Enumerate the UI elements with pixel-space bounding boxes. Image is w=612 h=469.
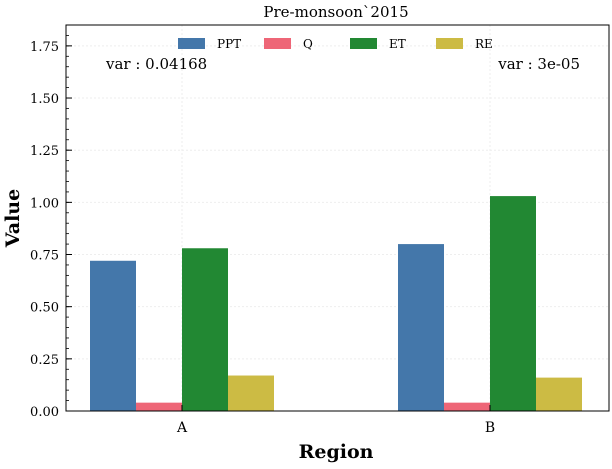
- legend-label-q: Q: [303, 37, 313, 51]
- y-tick-label-7: 1.75: [30, 40, 59, 55]
- x-axis-label: Region: [299, 441, 374, 463]
- y-axis: 0.00 0.25 0.50 0.75 1.00 1.25 1.50 1.75: [30, 24, 72, 420]
- y-tick-label-1: 0.25: [30, 353, 59, 368]
- y-tick-label-6: 1.50: [30, 92, 59, 107]
- bar-re-b: [536, 377, 582, 411]
- bar-ppt-a: [90, 260, 136, 411]
- bar-ppt-b: [398, 244, 444, 411]
- y-tick-label-3: 0.75: [30, 249, 59, 264]
- plot-frame: [65, 24, 610, 412]
- legend: PPT Q ET RE: [178, 37, 493, 51]
- y-tick-label-0: 0.00: [30, 405, 59, 420]
- annotation-variance-a: var : 0.04168: [105, 55, 207, 73]
- legend-swatch-re: [436, 38, 463, 49]
- legend-label-ppt: PPT: [217, 37, 241, 51]
- legend-label-et: ET: [389, 37, 406, 51]
- legend-swatch-et: [350, 38, 377, 49]
- bar-q-b: [444, 402, 490, 411]
- x-tick-label-b: B: [485, 420, 495, 436]
- y-tick-label-2: 0.50: [30, 301, 59, 316]
- bar-et-b: [490, 196, 536, 411]
- legend-label-re: RE: [475, 37, 493, 51]
- x-tick-label-a: A: [176, 420, 188, 436]
- y-axis-label: Value: [2, 189, 24, 248]
- chart-title: Pre-monsoon`2015: [263, 3, 408, 21]
- y-tick-label-4: 1.00: [30, 196, 59, 211]
- bar-re-a: [228, 375, 274, 411]
- bar-q-a: [136, 402, 182, 411]
- annotation-variance-b: var : 3e-05: [497, 55, 580, 73]
- bar-et-a: [182, 248, 228, 411]
- bars: [90, 196, 582, 411]
- y-tick-label-5: 1.25: [30, 144, 59, 159]
- legend-swatch-q: [264, 38, 291, 49]
- legend-swatch-ppt: [178, 38, 205, 49]
